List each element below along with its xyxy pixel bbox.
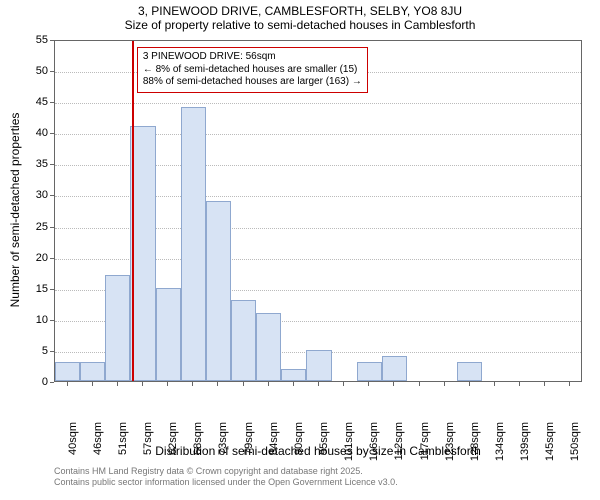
y-tick-label: 0 (24, 376, 48, 388)
y-tick-label: 5 (24, 345, 48, 357)
y-tick-label: 40 (24, 127, 48, 139)
histogram-bar (156, 288, 181, 381)
x-tick-mark (92, 382, 93, 386)
x-tick-mark (519, 382, 520, 386)
footer-attribution: Contains HM Land Registry data © Crown c… (54, 466, 398, 488)
annotation-box: 3 PINEWOOD DRIVE: 56sqm ← 8% of semi-det… (137, 47, 368, 93)
title-address: 3, PINEWOOD DRIVE, CAMBLESFORTH, SELBY, … (0, 0, 600, 18)
y-tick-mark (50, 227, 54, 228)
y-axis-label: Number of semi-detached properties (8, 95, 22, 325)
property-marker-line (132, 41, 134, 381)
x-tick-mark (569, 382, 570, 386)
x-tick-mark (494, 382, 495, 386)
y-tick-label: 35 (24, 158, 48, 170)
x-tick-mark (142, 382, 143, 386)
x-tick-mark (217, 382, 218, 386)
x-axis-label: Distribution of semi-detached houses by … (54, 444, 582, 458)
x-tick-mark (419, 382, 420, 386)
x-tick-mark (444, 382, 445, 386)
x-tick-mark (544, 382, 545, 386)
histogram-bar (281, 369, 306, 381)
histogram-bar (231, 300, 256, 381)
y-tick-label: 45 (24, 96, 48, 108)
y-tick-label: 30 (24, 189, 48, 201)
footer-line-1: Contains HM Land Registry data © Crown c… (54, 466, 398, 477)
x-tick-mark (268, 382, 269, 386)
y-tick-mark (50, 195, 54, 196)
x-tick-mark (393, 382, 394, 386)
histogram-bar (382, 356, 407, 381)
gridline (55, 103, 581, 104)
x-tick-mark (293, 382, 294, 386)
y-tick-label: 10 (24, 314, 48, 326)
y-tick-mark (50, 71, 54, 72)
histogram-bar (80, 362, 105, 381)
annotation-line-3: 88% of semi-detached houses are larger (… (143, 76, 362, 89)
y-tick-mark (50, 320, 54, 321)
y-tick-label: 55 (24, 34, 48, 46)
x-tick-mark (67, 382, 68, 386)
y-tick-mark (50, 258, 54, 259)
x-tick-mark (167, 382, 168, 386)
histogram-bar (55, 362, 80, 381)
histogram-bar (105, 275, 130, 381)
y-tick-mark (50, 351, 54, 352)
y-tick-mark (50, 289, 54, 290)
y-tick-label: 20 (24, 252, 48, 264)
x-tick-mark (117, 382, 118, 386)
footer-line-2: Contains public sector information licen… (54, 477, 398, 488)
x-tick-mark (368, 382, 369, 386)
annotation-line-1: 3 PINEWOOD DRIVE: 56sqm (143, 51, 362, 64)
y-tick-label: 15 (24, 283, 48, 295)
y-tick-label: 25 (24, 221, 48, 233)
histogram-bar (357, 362, 382, 381)
histogram-plot: 3 PINEWOOD DRIVE: 56sqm ← 8% of semi-det… (54, 40, 582, 382)
annotation-line-2: ← 8% of semi-detached houses are smaller… (143, 64, 362, 77)
y-tick-mark (50, 102, 54, 103)
x-tick-mark (243, 382, 244, 386)
y-tick-mark (50, 133, 54, 134)
x-tick-mark (318, 382, 319, 386)
histogram-bar (256, 313, 281, 381)
histogram-bar (457, 362, 482, 381)
histogram-bar (206, 201, 231, 381)
y-tick-label: 50 (24, 65, 48, 77)
histogram-bar (181, 107, 206, 381)
x-tick-mark (192, 382, 193, 386)
x-tick-mark (343, 382, 344, 386)
x-tick-mark (469, 382, 470, 386)
histogram-bar (306, 350, 331, 381)
y-tick-mark (50, 40, 54, 41)
histogram-bar (130, 126, 155, 381)
y-tick-mark (50, 382, 54, 383)
y-tick-mark (50, 164, 54, 165)
title-subtitle: Size of property relative to semi-detach… (0, 18, 600, 34)
